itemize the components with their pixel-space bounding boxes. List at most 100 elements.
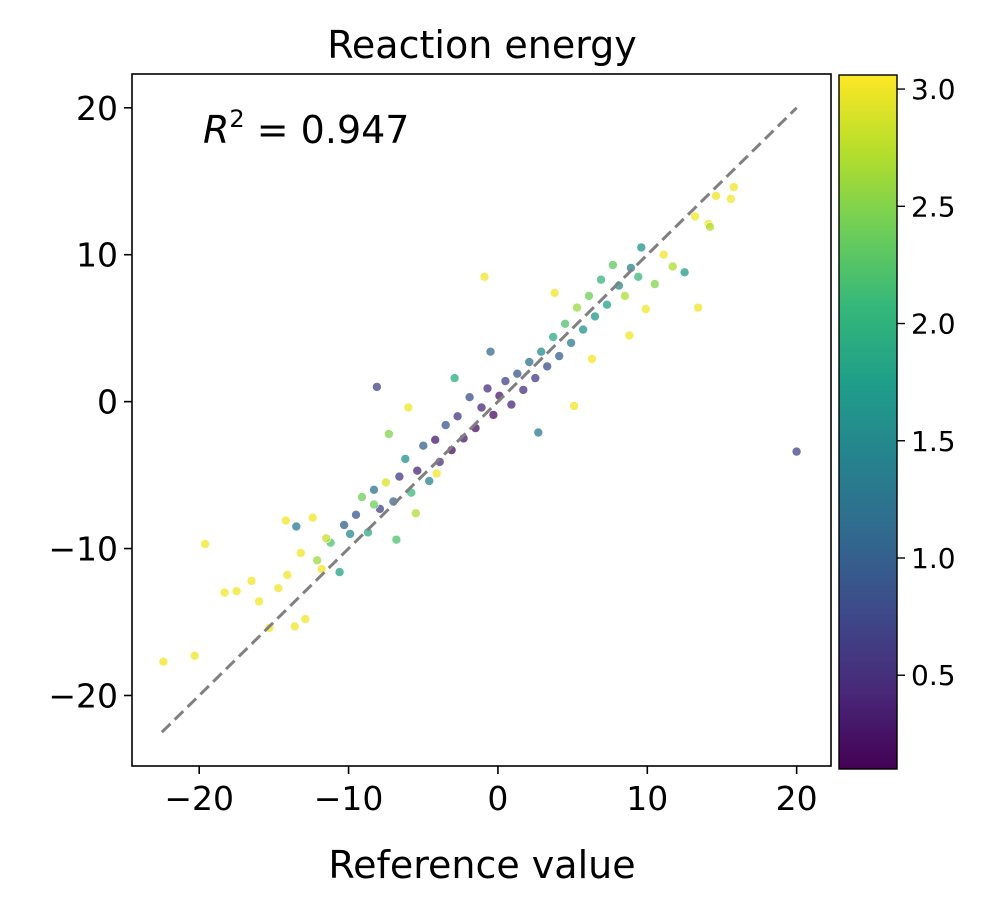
data-point	[246, 576, 257, 586]
data-point	[536, 346, 547, 357]
colorbar-axis: 0.5 1.0 1.5 2.0 2.5 3.0	[897, 73, 956, 692]
data-point	[372, 382, 382, 392]
data-point	[464, 392, 475, 403]
data-point	[602, 299, 612, 310]
data-point	[488, 410, 499, 420]
data-point	[640, 304, 651, 314]
data-point	[590, 311, 600, 322]
data-point	[533, 427, 544, 438]
data-point	[569, 401, 579, 411]
data-point	[667, 261, 678, 272]
data-point	[512, 368, 523, 379]
data-point	[394, 471, 405, 482]
y-tick-label: 10	[76, 236, 118, 275]
data-point	[679, 267, 690, 278]
data-point	[636, 242, 647, 253]
data-point	[596, 274, 606, 285]
data-point	[658, 249, 669, 260]
y-axis: −20 −10 0 10 20	[48, 89, 132, 715]
r-squared-symbol: R	[203, 108, 229, 152]
data-point	[572, 302, 582, 313]
data-point	[289, 621, 300, 632]
data-point	[549, 288, 560, 298]
colorbar-tick-label: 3.0	[911, 73, 956, 106]
y-tick-label: 0	[97, 383, 118, 422]
data-point	[231, 586, 242, 597]
data-point	[726, 194, 736, 204]
data-point	[400, 454, 411, 464]
reference-line	[160, 106, 798, 734]
data-point	[200, 539, 210, 549]
data-point	[506, 399, 517, 410]
data-point	[282, 570, 293, 580]
data-point	[482, 383, 493, 394]
data-point	[321, 533, 332, 544]
data-point	[403, 402, 414, 413]
data-point	[524, 357, 535, 367]
data-point	[219, 587, 230, 598]
data-point	[518, 385, 529, 395]
data-point	[410, 508, 421, 519]
x-axis-label: Reference value	[328, 843, 635, 887]
plot-area-frame	[131, 73, 832, 767]
x-tick-label: −10	[314, 779, 384, 818]
data-point	[312, 555, 323, 566]
colorbar-tick-label: 0.5	[911, 659, 956, 692]
data-point	[452, 411, 463, 422]
data-point	[273, 583, 284, 594]
chart-title: Reaction energy	[327, 23, 637, 67]
y-tick-label: −10	[48, 530, 118, 569]
x-tick-label: 10	[626, 779, 668, 818]
data-point	[295, 548, 306, 558]
data-point	[307, 512, 318, 523]
data-point	[690, 211, 700, 222]
data-point	[339, 520, 349, 530]
data-point	[424, 476, 435, 486]
data-point	[280, 515, 291, 526]
x-tick-label: −20	[164, 779, 234, 818]
data-point	[624, 330, 635, 341]
colorbar-tick-label: 2.0	[911, 308, 956, 341]
data-point	[548, 332, 559, 342]
data-point	[449, 373, 460, 383]
data-point	[476, 402, 487, 413]
data-point	[693, 302, 703, 313]
x-tick-label: 0	[487, 779, 508, 818]
data-point	[530, 373, 541, 383]
data-point	[479, 271, 490, 282]
data-point	[254, 596, 264, 607]
data-point	[158, 656, 169, 667]
data-point	[542, 361, 553, 372]
data-point	[334, 567, 345, 577]
data-point	[418, 440, 429, 451]
y-tick-label: −20	[48, 676, 118, 715]
data-point	[412, 465, 423, 476]
data-point	[384, 429, 394, 439]
data-point	[587, 354, 597, 364]
data-point	[608, 260, 618, 270]
data-point	[560, 318, 570, 329]
data-point	[620, 291, 630, 301]
data-point	[357, 492, 367, 502]
data-point	[369, 484, 379, 495]
data-point	[300, 614, 311, 624]
colorbar	[838, 74, 898, 770]
colorbar-tick-label: 1.5	[911, 425, 956, 458]
data-point	[705, 222, 715, 232]
data-point	[440, 420, 451, 430]
data-point	[791, 446, 802, 457]
data-point	[578, 324, 588, 335]
data-point	[566, 338, 576, 348]
data-point	[584, 291, 594, 301]
r-squared-annotation: R2 = 0.947	[203, 105, 409, 152]
x-axis: −20 −10 0 10 20	[164, 766, 818, 818]
data-point	[430, 434, 441, 445]
data-point	[711, 191, 721, 201]
data-point	[391, 534, 402, 545]
data-point	[345, 529, 355, 539]
data-point	[485, 346, 496, 357]
y-tick-label: 20	[76, 89, 118, 128]
data-point	[291, 521, 302, 532]
data-point	[189, 650, 200, 661]
data-point	[369, 499, 379, 510]
